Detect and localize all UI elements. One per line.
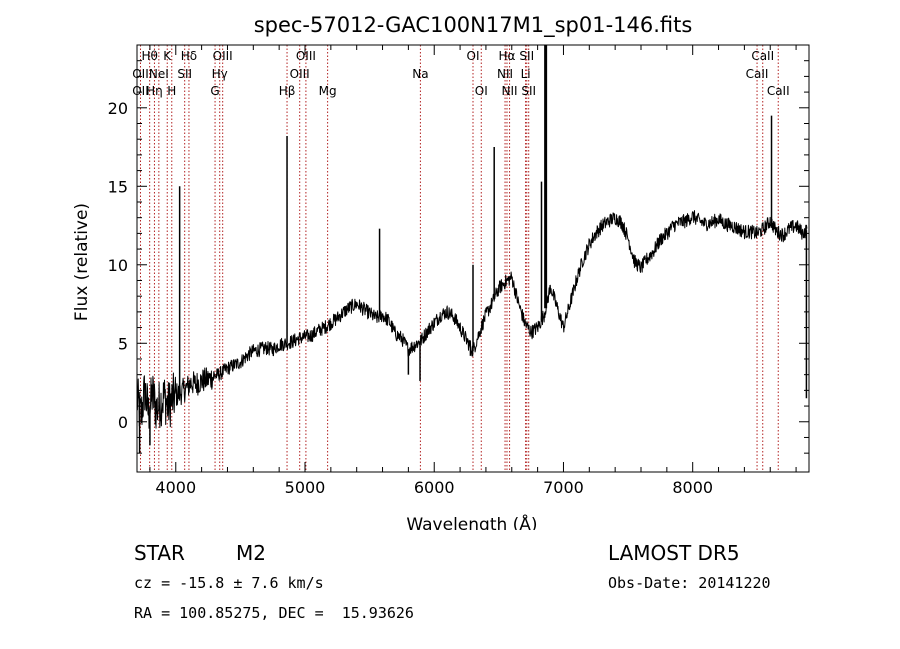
line-marker-label: Hδ — [181, 49, 197, 63]
object-class: STAR — [134, 541, 185, 565]
x-tick-label: 5000 — [285, 478, 326, 497]
line-marker-label: CaII — [746, 67, 769, 81]
line-marker-label: OII — [132, 84, 149, 98]
line-marker-label: CaII — [751, 49, 774, 63]
line-marker-label: NII — [502, 84, 518, 98]
spectrum-series — [136, 45, 808, 454]
x-tick-label: 7000 — [543, 478, 584, 497]
line-marker-label: OIII — [213, 49, 233, 63]
y-axis-ticks: 0 5 10 15 20 — [108, 60, 809, 454]
line-marker-label: SII — [521, 84, 536, 98]
line-marker-label: OII — [132, 67, 149, 81]
plot-frame — [136, 44, 810, 473]
line-markers — [139, 45, 779, 472]
line-marker-label: Li — [521, 67, 531, 81]
line-marker-label: Hη — [146, 84, 163, 98]
line-marker-label: Hβ — [279, 84, 296, 98]
chart-title: spec-57012-GAC100N17M1_sp01-146.fits — [254, 13, 693, 38]
line-marker-label: H — [167, 84, 176, 98]
x-axis-ticks: 4000 5000 6000 7000 8000 — [149, 45, 797, 497]
survey-name: LAMOST DR5 — [608, 541, 740, 565]
line-marker-label: Mg — [319, 84, 337, 98]
line-marker-label: Hθ — [141, 49, 157, 63]
x-axis-label: Wavelength (Å) — [406, 513, 537, 530]
line-marker-labels: OIIOIIHθHηNeIKHSIIHδGHγOIIIHβOIIIOIIIMgN… — [132, 49, 789, 98]
y-tick-label: 0 — [118, 413, 128, 432]
line-marker-label: OI — [467, 49, 480, 63]
x-tick-label: 6000 — [414, 478, 455, 497]
subclass: M2 — [236, 541, 266, 565]
line-marker-label: OI — [475, 84, 488, 98]
line-marker-label: CaII — [767, 84, 790, 98]
line-marker-label: Hα — [499, 49, 516, 63]
redshift-cz: cz = -15.8 ± 7.6 km/s — [134, 574, 324, 592]
y-tick-label: 15 — [108, 177, 128, 196]
line-marker-label: Na — [412, 67, 428, 81]
spectrum-chart: spec-57012-GAC100N17M1_sp01-146.fits OII… — [72, 13, 810, 530]
line-marker-label: OIII — [296, 49, 316, 63]
line-marker-label: SII — [177, 67, 192, 81]
y-tick-label: 10 — [108, 256, 128, 275]
line-marker-label: G — [210, 84, 219, 98]
coordinates: RA = 100.85275, DEC = 15.93626 — [134, 604, 414, 622]
y-tick-label: 5 — [118, 334, 128, 353]
y-tick-label: 20 — [108, 99, 128, 118]
line-marker-label: NeI — [149, 67, 169, 81]
line-marker-label: NII — [497, 67, 513, 81]
spectrum-line — [136, 210, 808, 429]
line-marker-label: K — [163, 49, 172, 63]
line-marker-label: Hγ — [212, 67, 228, 81]
x-tick-label: 8000 — [672, 478, 713, 497]
observation-date: Obs-Date: 20141220 — [608, 574, 771, 592]
line-marker-label: OIII — [290, 67, 310, 81]
line-marker-label: SII — [519, 49, 534, 63]
y-axis-label: Flux (relative) — [72, 203, 92, 321]
x-tick-label: 4000 — [155, 478, 196, 497]
